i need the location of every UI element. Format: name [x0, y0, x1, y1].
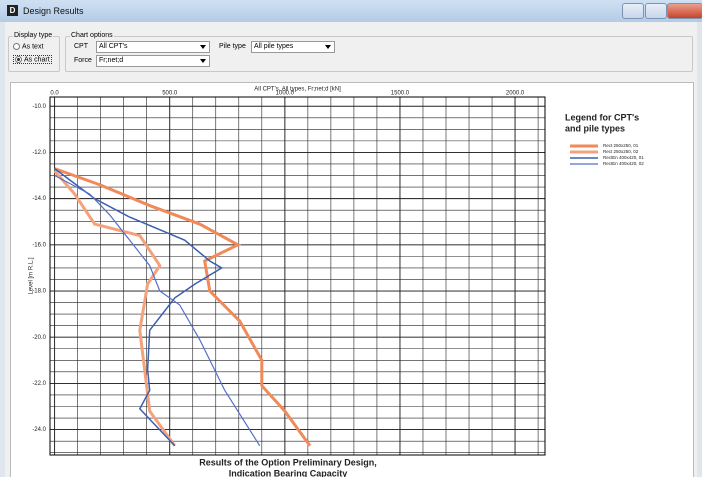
cpt-label: CPT: [74, 43, 88, 50]
display-type-group: Display type As text As chart: [8, 32, 60, 72]
force-label: Force: [74, 57, 92, 64]
pile-type-combo[interactable]: All pile types: [251, 41, 335, 53]
legend-title: Legend for CPT's: [565, 112, 639, 122]
title-bar: D Design Results: [0, 0, 702, 22]
x-tick-label: 0.0: [50, 91, 59, 97]
legend-label: Rect 250x250, 01: [603, 143, 639, 148]
group-label: Chart options: [70, 32, 114, 39]
radio-as-text[interactable]: As text: [13, 43, 43, 50]
force-combo[interactable]: Fr;net;d: [96, 55, 210, 67]
chart-options-group: Chart options CPT All CPT's Pile type Al…: [65, 32, 693, 72]
y-tick-label: -22.0: [32, 381, 46, 387]
legend-label: RectEn 400x420, 01: [603, 155, 644, 160]
app-icon: D: [7, 5, 18, 16]
close-button[interactable]: [667, 3, 702, 19]
plot-frame: [49, 96, 546, 456]
x-tick-label: 1500.0: [391, 91, 410, 97]
x-tick-label: 2000.0: [506, 91, 525, 97]
x-tick-label: 500.0: [162, 91, 178, 97]
y-tick-label: -12.0: [32, 150, 46, 156]
legend-title: and pile types: [565, 123, 625, 133]
cpt-combo[interactable]: All CPT's: [96, 41, 210, 53]
y-tick-label: -20.0: [32, 335, 46, 341]
y-tick-label: -18.0: [32, 289, 46, 295]
chart-title: All CPT's, All types, Fr;net;d [kN]: [254, 87, 341, 93]
pile-type-label: Pile type: [219, 43, 246, 50]
group-label: Display type: [13, 32, 54, 39]
y-tick-label: -16.0: [32, 242, 46, 248]
chart-footer: Indication Bearing Capacity: [229, 468, 348, 477]
y-tick-label: -14.0: [32, 196, 46, 202]
minimize-button[interactable]: [622, 3, 644, 19]
y-tick-label: -24.0: [32, 427, 46, 433]
data-line: [54, 174, 261, 447]
chart-footer: Results of the Option Preliminary Design…: [199, 457, 377, 467]
radio-as-chart[interactable]: As chart: [13, 55, 52, 65]
window-title: Design Results: [23, 6, 84, 16]
legend-label: Rect 250x250, 02: [603, 149, 639, 154]
legend-label: RectEn 400x420, 02: [603, 161, 644, 166]
y-axis-label: Level [m R.L.]: [29, 257, 35, 294]
radio-label: As text: [22, 43, 44, 51]
y-tick-label: -10.0: [32, 104, 46, 110]
radio-label: As chart: [24, 56, 50, 64]
x-tick-label: 1000.0: [276, 91, 295, 97]
maximize-button[interactable]: [645, 3, 667, 19]
data-line: [53, 169, 177, 447]
data-line: [54, 167, 224, 447]
